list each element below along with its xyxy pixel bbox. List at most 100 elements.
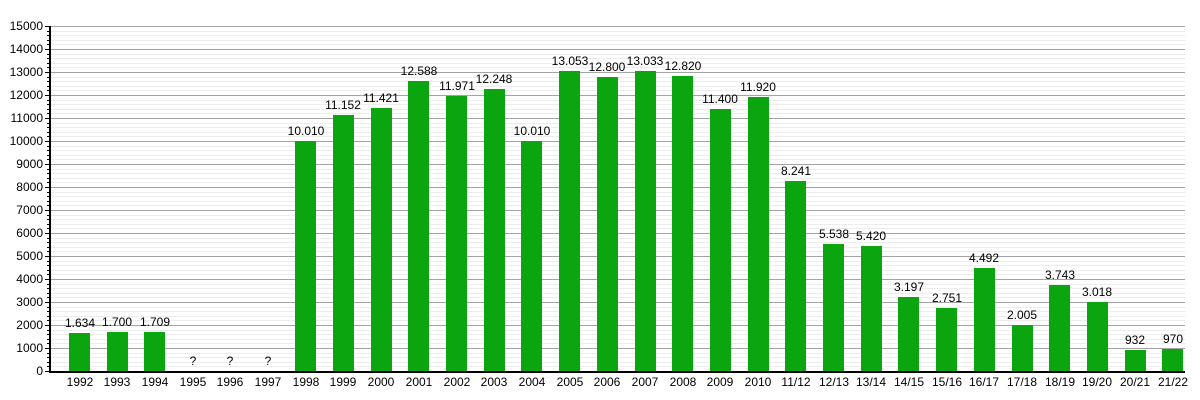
y-minor-tick bbox=[47, 274, 50, 275]
x-axis-label: 1998 bbox=[292, 375, 320, 389]
y-minor-tick bbox=[47, 228, 50, 229]
y-major-tick bbox=[45, 141, 50, 142]
x-axis-label: 13/14 bbox=[855, 375, 887, 389]
y-minor-tick bbox=[47, 146, 50, 147]
value-label: 13.053 bbox=[551, 54, 589, 68]
y-axis-label: 4000 bbox=[16, 272, 43, 286]
value-label: 11.971 bbox=[439, 79, 475, 93]
value-label: 2.005 bbox=[1006, 308, 1038, 322]
y-minor-tick bbox=[47, 86, 50, 87]
x-axis-label: 2010 bbox=[744, 375, 772, 389]
value-label: 3.018 bbox=[1081, 285, 1113, 299]
bar-18/19 bbox=[1049, 285, 1070, 371]
y-axis-label: 0 bbox=[36, 364, 43, 378]
y-minor-tick bbox=[47, 90, 50, 91]
bar-2006 bbox=[597, 77, 618, 371]
y-minor-tick bbox=[47, 288, 50, 289]
y-minor-tick bbox=[47, 343, 50, 344]
y-minor-tick bbox=[47, 293, 50, 294]
y-minor-tick bbox=[47, 238, 50, 239]
y-major-tick bbox=[45, 164, 50, 165]
y-minor-tick bbox=[47, 113, 50, 114]
y-major-tick bbox=[45, 95, 50, 96]
x-axis-label: 2009 bbox=[706, 375, 734, 389]
y-major-tick bbox=[45, 279, 50, 280]
y-minor-tick bbox=[47, 196, 50, 197]
bar-1998 bbox=[295, 141, 316, 371]
y-minor-tick bbox=[47, 182, 50, 183]
y-minor-tick bbox=[47, 132, 50, 133]
y-minor-tick bbox=[47, 150, 50, 151]
bar-16/17 bbox=[974, 268, 995, 371]
bar-1993 bbox=[107, 332, 128, 371]
y-major-tick bbox=[45, 302, 50, 303]
value-label: 5.538 bbox=[818, 227, 850, 241]
y-minor-tick bbox=[47, 44, 50, 45]
x-axis-label: 2000 bbox=[367, 375, 395, 389]
y-axis-label: 11000 bbox=[10, 111, 43, 125]
y-minor-tick bbox=[47, 339, 50, 340]
bar-14/15 bbox=[898, 297, 919, 371]
y-minor-tick bbox=[47, 242, 50, 243]
x-axis-label: 1999 bbox=[329, 375, 357, 389]
value-label: 11.400 bbox=[702, 92, 738, 106]
y-major-tick bbox=[45, 233, 50, 234]
bar-2004 bbox=[521, 141, 542, 371]
y-axis-label: 3000 bbox=[16, 295, 43, 309]
y-minor-tick bbox=[47, 362, 50, 363]
value-label: 13.033 bbox=[626, 54, 664, 68]
x-axis-label: 16/17 bbox=[968, 375, 1000, 389]
gridline-minor bbox=[50, 31, 1185, 32]
y-minor-tick bbox=[47, 100, 50, 101]
x-axis-label: 19/20 bbox=[1081, 375, 1113, 389]
y-minor-tick bbox=[47, 104, 50, 105]
y-major-tick bbox=[45, 49, 50, 50]
bar-2005 bbox=[559, 71, 580, 371]
y-axis-label: 8000 bbox=[16, 180, 43, 194]
y-minor-tick bbox=[47, 265, 50, 266]
y-minor-tick bbox=[47, 35, 50, 36]
y-minor-tick bbox=[47, 357, 50, 358]
y-minor-tick bbox=[47, 334, 50, 335]
y-minor-tick bbox=[47, 192, 50, 193]
bar-19/20 bbox=[1087, 302, 1108, 371]
y-minor-tick bbox=[47, 320, 50, 321]
value-label: ? bbox=[189, 354, 197, 368]
x-axis-label: 1995 bbox=[179, 375, 207, 389]
y-axis-line bbox=[49, 26, 51, 372]
x-axis-label: 1996 bbox=[216, 375, 244, 389]
x-axis-label: 2008 bbox=[669, 375, 697, 389]
value-label: 3.743 bbox=[1044, 268, 1076, 282]
bar-2008 bbox=[672, 76, 693, 371]
y-minor-tick bbox=[47, 136, 50, 137]
y-major-tick bbox=[45, 371, 50, 372]
y-minor-tick bbox=[47, 81, 50, 82]
x-axis-label: 1994 bbox=[141, 375, 169, 389]
bar-2009 bbox=[710, 109, 731, 371]
y-minor-tick bbox=[47, 127, 50, 128]
y-minor-tick bbox=[47, 178, 50, 179]
x-axis-label: 20/21 bbox=[1119, 375, 1151, 389]
y-minor-tick bbox=[47, 58, 50, 59]
y-axis-label: 6000 bbox=[16, 226, 43, 240]
y-minor-tick bbox=[47, 205, 50, 206]
x-axis-label: 2001 bbox=[405, 375, 433, 389]
y-axis-label: 2000 bbox=[16, 318, 43, 332]
value-label: 1.709 bbox=[139, 315, 171, 329]
y-minor-tick bbox=[47, 40, 50, 41]
y-axis-label: 13000 bbox=[9, 65, 43, 79]
value-label: 970 bbox=[1162, 332, 1184, 346]
x-axis-label: 2006 bbox=[593, 375, 621, 389]
y-minor-tick bbox=[47, 109, 50, 110]
bar-2002 bbox=[446, 96, 467, 371]
value-label: 932 bbox=[1124, 333, 1146, 347]
bar-15/16 bbox=[936, 308, 957, 371]
x-axis-label: 12/13 bbox=[818, 375, 850, 389]
y-major-tick bbox=[45, 348, 50, 349]
value-label: 12.820 bbox=[664, 59, 702, 73]
value-label: 10.010 bbox=[513, 124, 551, 138]
bar-1992 bbox=[69, 333, 90, 371]
value-label: 1.700 bbox=[101, 315, 133, 329]
value-label: 1.634 bbox=[64, 316, 96, 330]
